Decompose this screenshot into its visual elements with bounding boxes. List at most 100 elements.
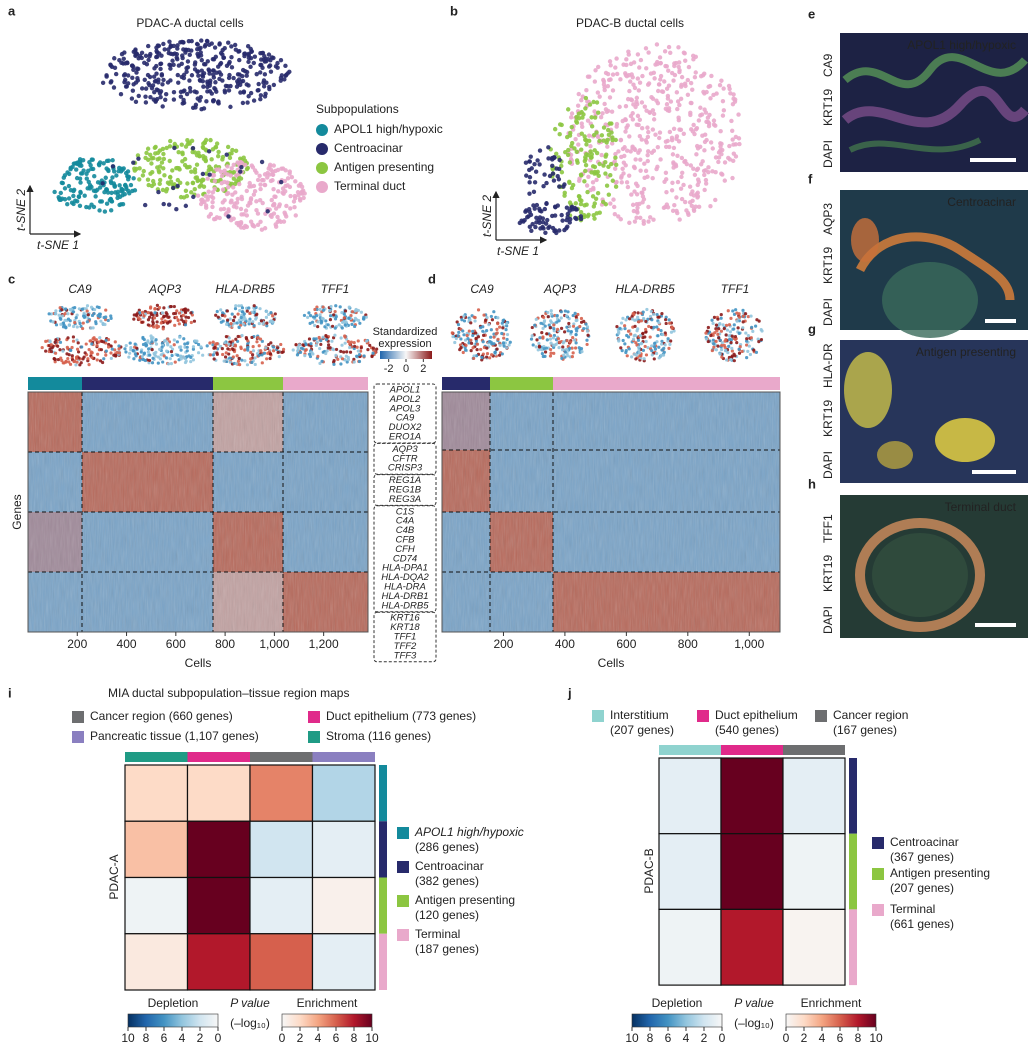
tsne-point xyxy=(269,212,274,218)
tsne-point xyxy=(549,157,555,162)
tsne-point xyxy=(569,329,573,334)
heatmap-cell xyxy=(782,757,846,835)
tsne-point xyxy=(688,112,693,118)
tsne-point xyxy=(563,309,567,313)
marker-gene: REG1A xyxy=(389,475,421,486)
tsne-point xyxy=(488,356,492,360)
axis-label: t-SNE 1 xyxy=(37,238,79,252)
tsne-point xyxy=(123,347,127,351)
tsne-point xyxy=(112,56,117,61)
tsne-point xyxy=(215,341,219,346)
tsne-point xyxy=(265,321,269,325)
tsne-point xyxy=(750,325,754,329)
tsne-point xyxy=(130,75,135,80)
tsne-point xyxy=(711,338,715,342)
tsne-point xyxy=(590,180,596,185)
tsne-point xyxy=(318,313,322,317)
tsne-point xyxy=(733,154,739,159)
tsne-point xyxy=(231,355,235,359)
axis-label: t-SNE 1 xyxy=(497,244,539,258)
tsne-point xyxy=(472,356,476,361)
tsne-point xyxy=(646,129,651,135)
tsne-point xyxy=(252,54,258,59)
tsne-point xyxy=(250,353,255,357)
tsne-point xyxy=(633,157,638,162)
tsne-point xyxy=(582,179,587,184)
tsne-point xyxy=(713,155,719,160)
tsne-point xyxy=(97,340,101,344)
tsne-point xyxy=(139,350,143,354)
tsne-point xyxy=(169,345,173,349)
tsne-point xyxy=(736,112,741,117)
tsne-point xyxy=(166,202,172,207)
heatmap-cell xyxy=(249,764,314,822)
cluster-bar xyxy=(82,377,213,390)
tsne-point xyxy=(730,346,734,350)
tsne-point xyxy=(255,222,261,227)
tsne-point xyxy=(358,321,362,325)
tsne-point xyxy=(239,196,245,202)
tsne-point xyxy=(293,213,298,218)
tsne-point xyxy=(679,74,685,80)
tsne-point xyxy=(167,315,171,319)
tsne-point xyxy=(624,148,630,153)
tsne-point xyxy=(152,66,157,71)
tsne-point xyxy=(170,347,175,351)
marker-gene: CFH xyxy=(395,544,415,555)
axis-label: t-SNE 2 xyxy=(480,195,494,237)
tsne-point xyxy=(552,323,556,327)
x-tick-label: 1,000 xyxy=(734,637,764,651)
tsne-point xyxy=(152,79,158,84)
tsne-point xyxy=(706,84,711,89)
tsne-point xyxy=(292,205,297,210)
tsne-point xyxy=(633,181,639,186)
tsne-point xyxy=(588,155,594,160)
tsne-point xyxy=(155,303,159,307)
tsne-point xyxy=(692,131,697,137)
tsne-point xyxy=(239,323,243,327)
tsne-point xyxy=(254,71,259,77)
tsne-point xyxy=(541,335,545,339)
tsne-point xyxy=(207,89,213,94)
tsne-point xyxy=(223,355,228,359)
legend-swatch xyxy=(72,711,84,723)
panel-letter: h xyxy=(808,476,816,491)
tsne-point xyxy=(151,321,155,325)
tsne-point xyxy=(148,315,152,319)
tsne-point xyxy=(265,175,270,180)
tsne-point xyxy=(726,309,730,313)
tsne-point xyxy=(735,341,739,345)
tsne-point xyxy=(252,189,258,194)
tsne-point xyxy=(171,62,176,68)
tsne-point xyxy=(716,155,722,160)
tsne-point xyxy=(238,90,243,95)
tsne-point xyxy=(546,156,551,161)
tsne-point xyxy=(689,100,694,106)
tsne-point xyxy=(60,308,64,312)
tsne-point xyxy=(246,345,250,349)
tsne-point xyxy=(123,77,128,83)
colorbar-label: Enrichment xyxy=(801,996,862,1010)
tsne-point xyxy=(181,195,187,200)
tsne-point xyxy=(759,337,764,342)
tsne-point xyxy=(644,327,648,332)
tsne-point xyxy=(172,51,178,56)
tsne-point xyxy=(626,329,631,333)
tsne-point xyxy=(126,81,131,86)
tsne-point xyxy=(109,316,113,321)
tsne-point xyxy=(594,177,599,183)
tsne-point xyxy=(201,71,207,76)
tsne-point xyxy=(534,317,538,321)
tsne-point xyxy=(116,165,122,171)
tsne-point xyxy=(705,115,711,120)
tsne-point xyxy=(741,326,745,330)
tsne-point xyxy=(627,134,632,139)
x-tick-label: 400 xyxy=(117,637,137,651)
tsne-point xyxy=(603,154,608,159)
colorbar-tick-label: 0 xyxy=(783,1031,790,1045)
tsne-point xyxy=(221,311,225,315)
tsne-point xyxy=(594,150,600,156)
tsne-point xyxy=(601,163,606,168)
tsne-point xyxy=(240,333,244,338)
cluster-bar xyxy=(442,377,490,390)
